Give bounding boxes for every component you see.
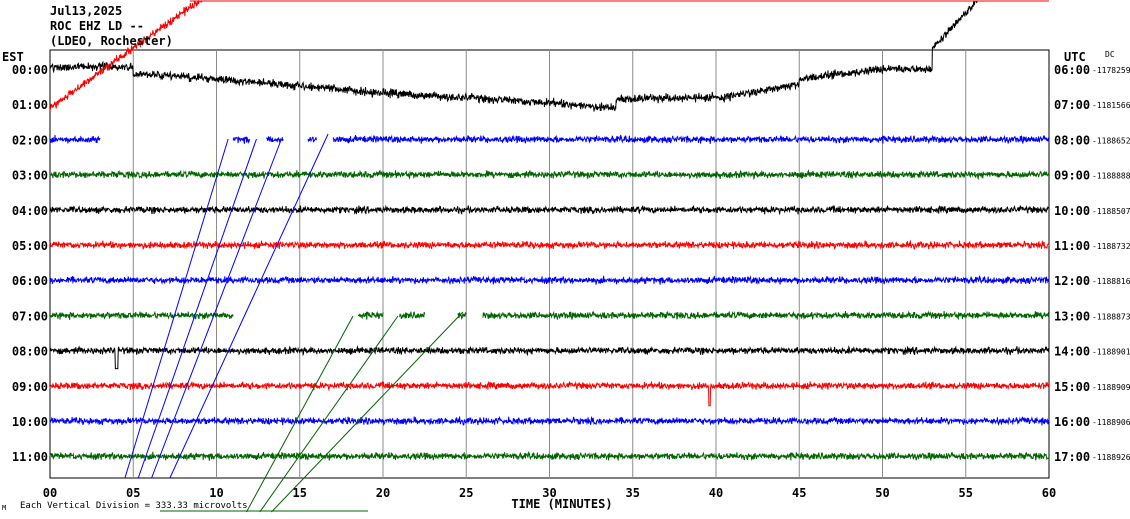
event-stroke [151, 138, 282, 479]
trace-row-0700 [358, 310, 384, 320]
trace-row-0200 [266, 135, 284, 144]
est-time-label: 10:00 [12, 415, 48, 429]
event-stroke [246, 315, 354, 513]
trace-row-0200 [307, 136, 317, 143]
dc-offset-label: -1188906 [1092, 418, 1130, 427]
est-time-label: 08:00 [12, 345, 48, 359]
x-tick-label: 30 [542, 486, 556, 500]
trace-row-0700 [399, 311, 426, 319]
utc-time-label: 11:00 [1054, 239, 1090, 253]
event-stroke [137, 138, 257, 479]
left-zone-label: EST [2, 50, 24, 64]
trace-row-0800 [49, 344, 1050, 370]
est-time-label: 01:00 [12, 98, 48, 112]
est-time-label: 07:00 [12, 309, 48, 323]
trace-row-1000 [49, 415, 1050, 427]
dc-offset-label: -1188816 [1092, 277, 1130, 286]
dc-offset-label: -1188901 [1092, 348, 1130, 357]
est-time-label: 03:00 [12, 169, 48, 183]
utc-time-label: 09:00 [1054, 169, 1090, 183]
header-network: (LDEO, Rochester) [50, 34, 173, 48]
est-time-label: 00:00 [12, 63, 48, 77]
trace-row-0500 [49, 239, 1050, 251]
dc-offset-labels: -1178259 -1181566 -1188652 -1188888 -1188507… [1092, 66, 1130, 462]
dc-offset-label: -1181566 [1092, 101, 1130, 110]
utc-time-label: 13:00 [1054, 309, 1090, 323]
x-tick-label: 50 [875, 486, 889, 500]
x-tick-label: 45 [792, 486, 806, 500]
trace-row-0900 [49, 380, 1050, 407]
right-zone-label: UTC [1064, 50, 1086, 64]
dc-offset-label: -1188873 [1092, 312, 1130, 321]
trace-row-0200 [49, 134, 101, 144]
x-tick-label: 15 [293, 486, 307, 500]
trace-row-0600 [49, 275, 1050, 286]
dc-offset-label: -1188926 [1092, 453, 1130, 462]
est-time-label: 09:00 [12, 380, 48, 394]
utc-time-label: 14:00 [1054, 345, 1090, 359]
est-time-label: 11:00 [12, 450, 48, 464]
utc-time-label: 06:00 [1054, 63, 1090, 77]
est-time-label: 04:00 [12, 204, 48, 218]
est-time-label: 06:00 [12, 274, 48, 288]
trace-row-0200 [332, 134, 1050, 145]
scale-note: Each Vertical Division = 333.33 microvol… [20, 501, 248, 511]
x-tick-label: 25 [459, 486, 473, 500]
dc-offset-label: -1188652 [1092, 136, 1130, 145]
dc-offset-label: -1188888 [1092, 172, 1130, 181]
trace-row-0200 [232, 136, 251, 144]
utc-time-label: 17:00 [1054, 450, 1090, 464]
utc-time-label: 16:00 [1054, 415, 1090, 429]
x-tick-label: 20 [376, 486, 390, 500]
x-tick-label: 10 [209, 486, 223, 500]
dc-offset-label: -1188507 [1092, 207, 1130, 216]
dc-offset-label: -1188909 [1092, 383, 1130, 392]
trace-row-1100 [49, 451, 1050, 462]
est-time-label: 05:00 [12, 239, 48, 253]
dc-column-label: DC [1105, 50, 1115, 59]
footer-mark: M [2, 504, 6, 512]
utc-time-label: 10:00 [1054, 204, 1090, 218]
header-date: Jul13,2025 [50, 4, 123, 18]
x-axis-label: TIME (MINUTES) [511, 497, 612, 511]
header-station: ROC EHZ LD -- [50, 19, 144, 33]
x-tick-labels: 00 05 10 15 20 25 30 35 40 45 50 55 60 [43, 486, 1056, 500]
x-tick-label: 55 [959, 486, 973, 500]
x-tick-label: 40 [709, 486, 723, 500]
dc-offset-label: -1178259 [1092, 66, 1130, 75]
est-time-label: 02:00 [12, 133, 48, 147]
event-stroke [259, 315, 399, 513]
x-tick-label: 00 [43, 486, 57, 500]
utc-time-label: 12:00 [1054, 274, 1090, 288]
x-tick-label: 60 [1042, 486, 1056, 500]
trace-row-0700 [49, 310, 234, 321]
event-stroke [271, 311, 464, 513]
utc-time-label: 07:00 [1054, 98, 1090, 112]
x-tick-label: 05 [126, 486, 140, 500]
x-tick-label: 35 [626, 486, 640, 500]
est-time-labels: 00:00 01:00 02:00 03:00 04:00 05:00 06:00 07:00… [12, 63, 48, 464]
utc-time-label: 08:00 [1054, 133, 1090, 147]
event-stroke [124, 138, 229, 479]
trace-row-0700 [482, 310, 1050, 321]
plot-grid [49, 49, 1050, 479]
dc-offset-label: -1188732 [1092, 242, 1130, 251]
seismic-traces [49, 0, 1050, 513]
utc-time-labels: 06:00 07:00 08:00 09:00 10:00 11:00 12:00 13:00… [1054, 63, 1090, 464]
trace-row-0400 [49, 204, 1050, 216]
utc-time-label: 15:00 [1054, 380, 1090, 394]
event-stroke [169, 133, 329, 479]
trace-row-0000 [49, 0, 1049, 112]
